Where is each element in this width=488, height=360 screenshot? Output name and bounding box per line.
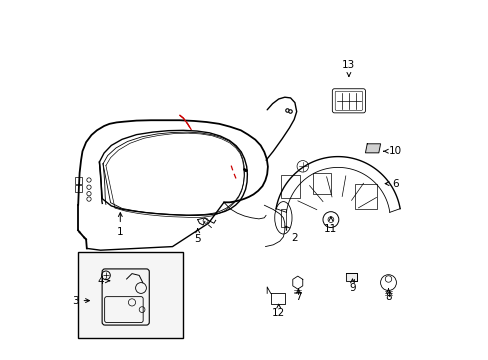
Text: 6: 6 bbox=[385, 179, 398, 189]
Polygon shape bbox=[345, 273, 356, 281]
Text: 7: 7 bbox=[295, 289, 301, 302]
Text: 8: 8 bbox=[385, 289, 391, 302]
Text: 9: 9 bbox=[348, 279, 355, 293]
Text: 10: 10 bbox=[383, 146, 402, 156]
Text: 13: 13 bbox=[342, 60, 355, 76]
Bar bbox=[75, 185, 82, 192]
Bar bbox=[312, 173, 330, 194]
Bar bbox=[75, 177, 82, 184]
Polygon shape bbox=[365, 144, 380, 153]
Text: 2: 2 bbox=[285, 226, 298, 243]
Bar bbox=[355, 184, 376, 209]
Text: 3: 3 bbox=[72, 296, 89, 306]
Text: 12: 12 bbox=[271, 304, 285, 318]
Bar bbox=[280, 209, 285, 227]
Text: 5: 5 bbox=[194, 229, 201, 244]
Bar bbox=[78, 252, 182, 338]
Bar bbox=[280, 175, 300, 198]
Text: 4: 4 bbox=[97, 276, 109, 286]
Text: 1: 1 bbox=[117, 213, 123, 237]
Text: 11: 11 bbox=[324, 217, 337, 234]
